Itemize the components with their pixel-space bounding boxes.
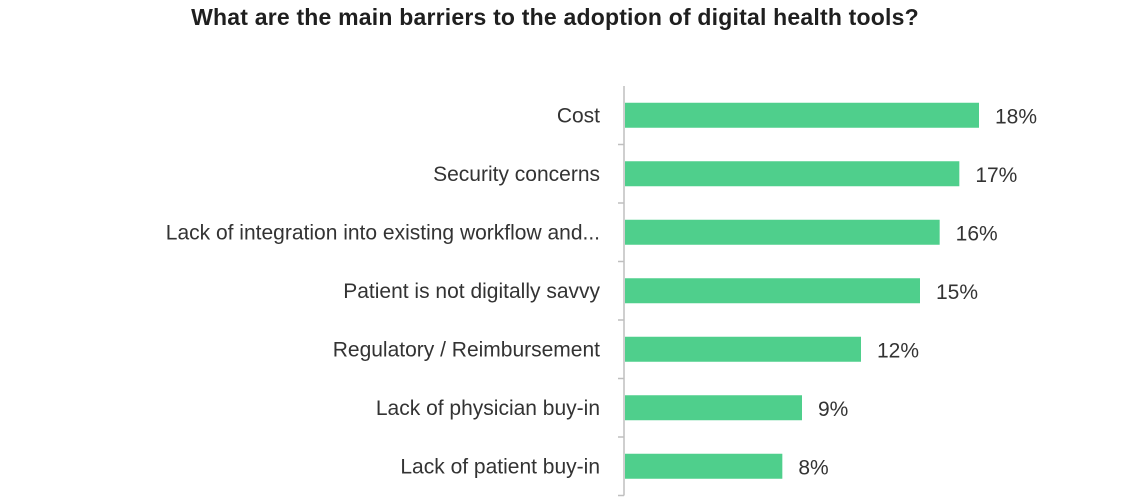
value-label: 18%: [995, 105, 1037, 128]
bar: [625, 336, 861, 362]
category-label: Regulatory / Reimbursement: [333, 338, 600, 361]
category-label: Cost: [557, 104, 600, 127]
category-label: Security concerns: [433, 163, 600, 186]
bar: [625, 395, 802, 421]
category-label: Lack of patient buy-in: [400, 455, 600, 478]
bar: [625, 453, 783, 479]
category-label: Lack of integration into existing workfl…: [166, 221, 600, 244]
category-label: Patient is not digitally savvy: [343, 280, 600, 303]
bar: [625, 278, 920, 304]
value-label: 8%: [798, 456, 828, 479]
value-label: 17%: [975, 164, 1017, 187]
bar: [625, 161, 960, 187]
bar: [625, 102, 979, 128]
value-label: 9%: [818, 398, 848, 421]
value-label: 15%: [936, 281, 978, 304]
chart-title: What are the main barriers to the adopti…: [191, 4, 919, 30]
bar: [625, 219, 940, 245]
category-label: Lack of physician buy-in: [376, 397, 600, 420]
value-label: 16%: [956, 222, 998, 245]
value-label: 12%: [877, 339, 919, 362]
